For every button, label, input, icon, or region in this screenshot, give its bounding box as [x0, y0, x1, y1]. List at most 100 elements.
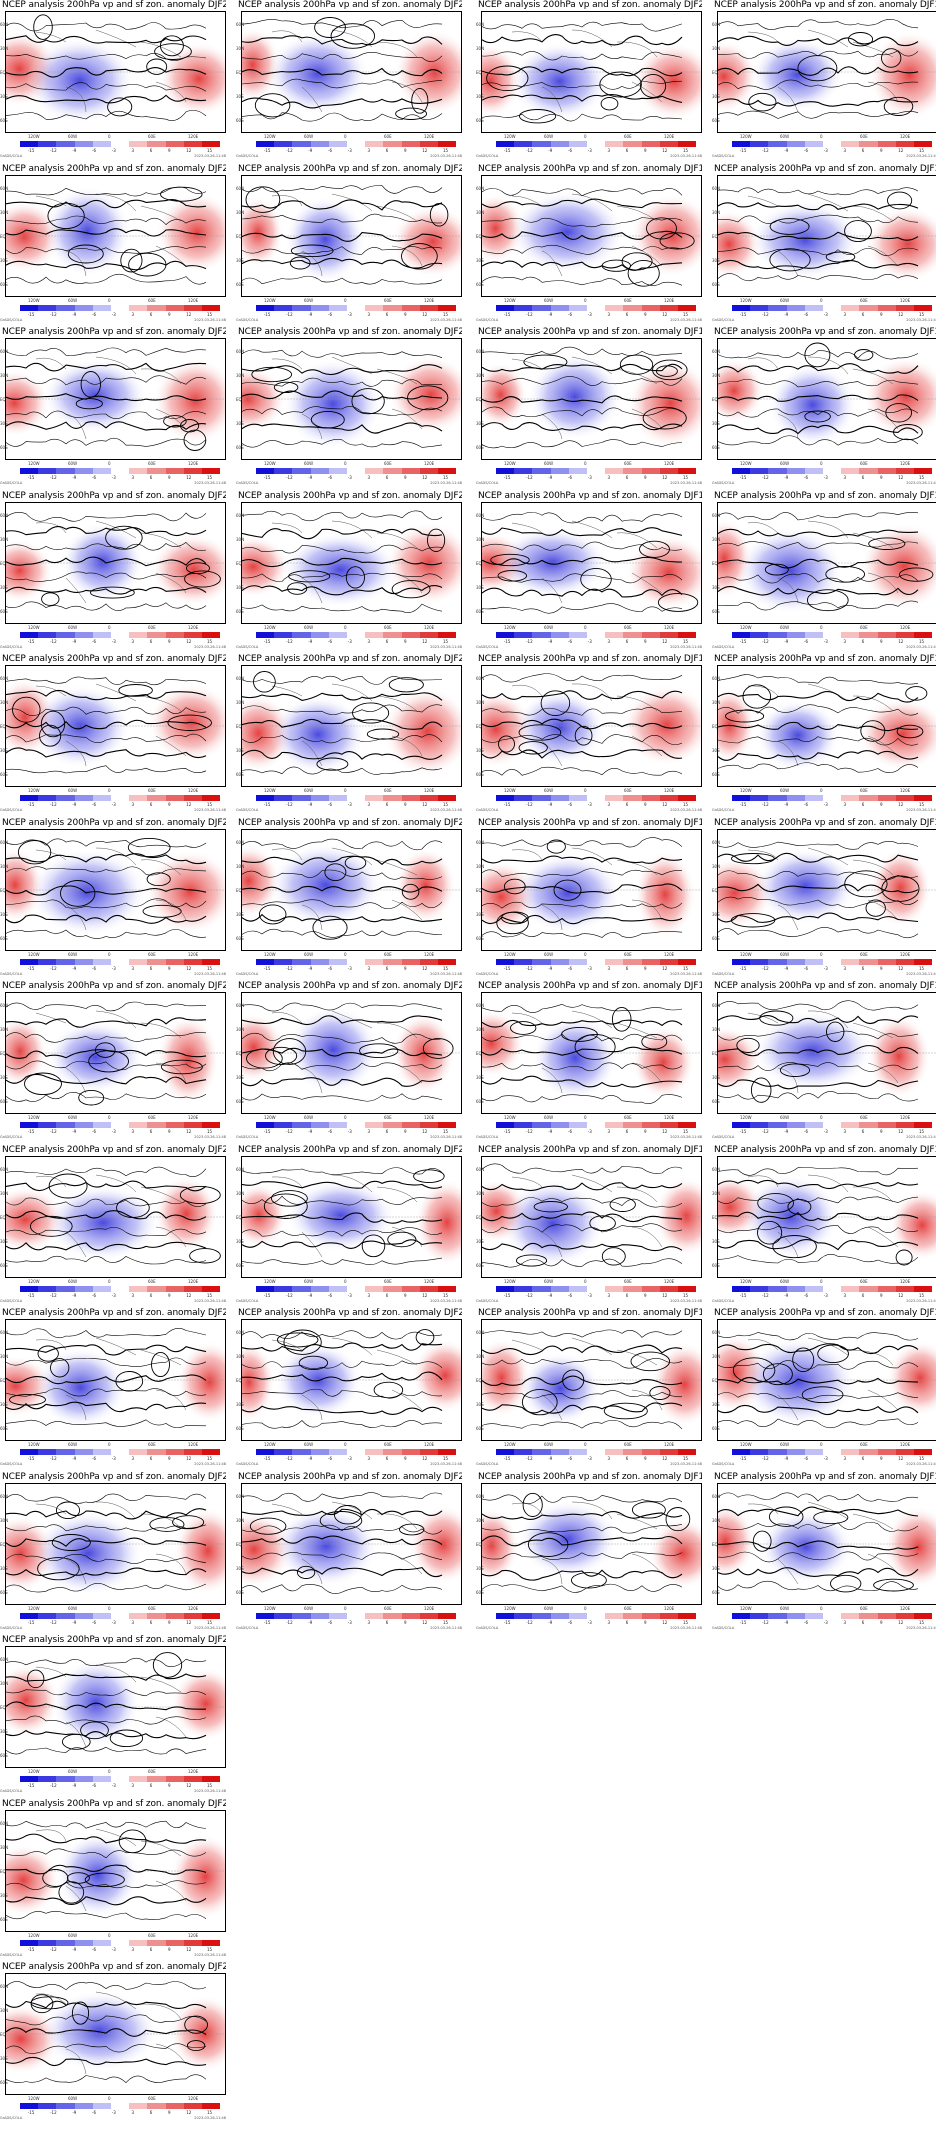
coastline — [777, 250, 799, 276]
contour-line — [482, 749, 683, 759]
colorbar-swatch — [201, 1939, 221, 1946]
colorbar-label: -6 — [328, 802, 333, 807]
y-tick-label: 60S — [476, 608, 484, 614]
footer-left: GrADS/COLA — [476, 317, 499, 322]
colorbar-label: 12 — [662, 148, 668, 153]
colorbar-swatch — [401, 1612, 420, 1619]
colorbar-swatch — [147, 1449, 166, 1455]
footer-right: 2023-03-26-11:48 — [194, 1952, 226, 1957]
x-tick-label: 60W — [544, 1115, 554, 1120]
colorbar-swatch — [841, 795, 860, 801]
contour-line — [482, 766, 683, 776]
colorbar-label: 15 — [683, 148, 689, 153]
colorbar-label: -9 — [308, 1619, 313, 1625]
y-tick-label: EQ — [0, 2032, 6, 2037]
colorbar-label: 6 — [385, 1456, 389, 1461]
colorbar-swatch — [532, 631, 551, 638]
contour-loop — [652, 359, 688, 381]
contour-line — [718, 1343, 919, 1355]
y-tick-label: EQ — [476, 1214, 482, 1220]
colorbar-label: -3 — [347, 1619, 352, 1625]
contour-line — [6, 525, 207, 536]
panel-footer: GrADS/COLA 2023-03-26-11:48 — [476, 1462, 702, 1466]
contour-loop — [757, 1192, 794, 1213]
x-tick-label: 120W — [504, 461, 516, 466]
colorbar-label: 9 — [643, 965, 647, 971]
colorbar-label: -9 — [308, 638, 313, 644]
coastline — [616, 1349, 658, 1366]
colorbar-swatch — [641, 1449, 660, 1455]
contour-loop — [772, 1234, 817, 1258]
y-tick-label: 30S — [0, 1729, 8, 1734]
contour-line — [6, 1166, 207, 1177]
y-tick-label: 60N — [0, 1984, 9, 1989]
coastline — [616, 1022, 658, 1039]
coastline — [616, 532, 658, 548]
contour-loop — [873, 1578, 914, 1591]
y-tick-label: 60N — [0, 1657, 9, 1662]
colorbar-swatch — [841, 1285, 860, 1292]
colorbar-swatch — [328, 1285, 347, 1292]
contour-line — [718, 1418, 919, 1429]
positive-anomaly — [242, 1341, 275, 1422]
footer-left: GrADS/COLA — [476, 154, 499, 158]
y-tick-label: 30S — [0, 748, 8, 753]
panel-title: NCEP analysis 200hPa vp and sf zon. anom… — [714, 1471, 936, 1482]
coastline — [511, 1176, 543, 1187]
colorbar-swatch — [514, 468, 533, 474]
colorbar-labels: -15 -12 -9 -6 -3 3 6 9 12 15 — [256, 475, 456, 480]
negative-anomaly — [47, 1021, 144, 1093]
colorbar-swatch — [659, 795, 678, 801]
colorbar-swatch — [365, 1122, 384, 1128]
x-tick-label: 0 — [108, 1278, 111, 1284]
coastline — [155, 1389, 187, 1411]
colorbar-label: -6 — [328, 1456, 333, 1461]
x-tick-label: 120W — [504, 951, 516, 957]
contour-loop — [128, 252, 167, 276]
colorbar-swatch — [496, 958, 515, 965]
x-tick-label: 0 — [584, 297, 587, 303]
contour-loop — [646, 216, 677, 239]
colorbar-label: 3 — [367, 1129, 370, 1134]
y-tick-label: 30S — [712, 748, 720, 753]
y-tick-label: EQ — [236, 1378, 242, 1383]
map-panel: NCEP analysis 200hPa vp and sf zon. anom… — [712, 1308, 936, 1468]
y-tick-label: 60S — [476, 1099, 484, 1104]
x-tick-label: 120E — [664, 1605, 675, 1611]
coastline — [867, 245, 899, 266]
colorbar — [496, 1122, 697, 1128]
contour-loop — [27, 1669, 45, 1689]
coastline — [155, 1226, 187, 1247]
x-tick-label: 120E — [424, 297, 435, 303]
colorbar-label: -12 — [762, 1292, 769, 1298]
contour-line — [482, 1196, 683, 1208]
colorbar-swatch — [677, 1285, 697, 1292]
colorbar — [732, 795, 933, 801]
colorbar-label: 9 — [167, 1946, 171, 1952]
positive-anomaly — [482, 362, 528, 428]
coastline — [331, 1010, 373, 1029]
colorbar-label: 12 — [186, 311, 192, 317]
contour-loop — [732, 1357, 776, 1384]
y-tick-label: 60N — [236, 1330, 245, 1335]
coastline — [541, 1394, 563, 1421]
contour-line — [718, 79, 919, 90]
colorbar-labels: -15 -12 -9 -6 -3 3 6 9 12 15 — [496, 312, 696, 317]
colorbar-label: 3 — [607, 1619, 610, 1625]
contour-loop — [127, 837, 171, 857]
colorbar-swatch — [56, 2103, 75, 2109]
y-tick-label: 30S — [236, 1402, 244, 1407]
colorbar-label: -9 — [308, 475, 313, 480]
colorbar-label: 6 — [861, 1292, 865, 1298]
footer-right: 2023-03-26-11:48 — [430, 1625, 462, 1630]
contour-loop — [562, 1369, 585, 1391]
contour-line — [242, 928, 443, 938]
positive-anomaly — [718, 1026, 762, 1093]
colorbar-swatch — [605, 631, 624, 638]
x-tick-label: 0 — [344, 134, 347, 139]
coastline — [867, 81, 899, 103]
x-tick-label: 60W — [68, 788, 78, 793]
colorbar-label: 9 — [403, 638, 407, 644]
x-tick-label: 120E — [664, 788, 675, 793]
colorbar-swatch — [92, 304, 111, 311]
